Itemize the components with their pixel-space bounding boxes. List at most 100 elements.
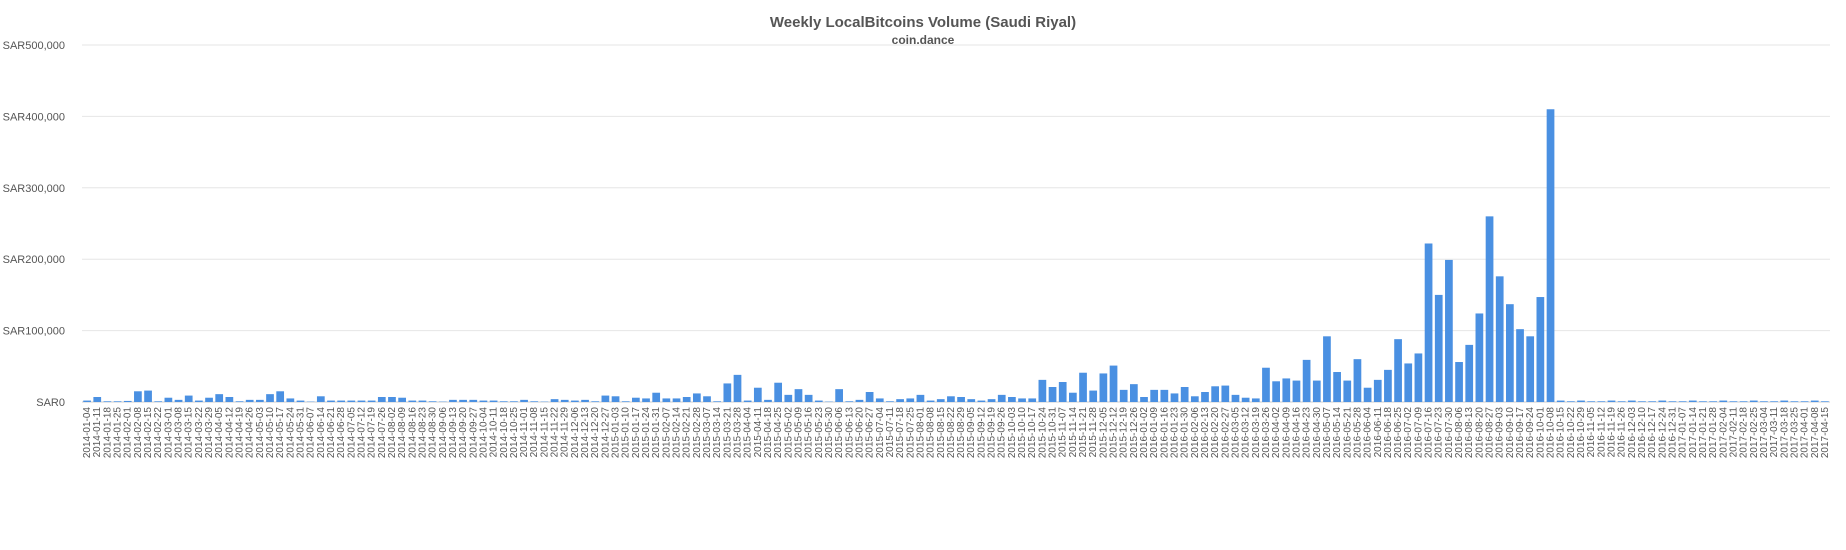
bar[interactable] xyxy=(134,391,142,402)
bar[interactable] xyxy=(469,399,478,402)
bar[interactable] xyxy=(428,401,437,402)
bar[interactable] xyxy=(164,397,173,402)
bar[interactable] xyxy=(1445,259,1453,402)
bar[interactable] xyxy=(205,397,213,402)
bar[interactable] xyxy=(174,399,183,402)
bar[interactable] xyxy=(408,400,417,402)
bar[interactable] xyxy=(1129,384,1138,402)
bar[interactable] xyxy=(1760,401,1768,402)
bar[interactable] xyxy=(560,399,569,402)
bar[interactable] xyxy=(906,398,915,402)
bar[interactable] xyxy=(794,389,803,402)
bar[interactable] xyxy=(1516,329,1524,402)
bar[interactable] xyxy=(1302,359,1311,402)
bar[interactable] xyxy=(591,401,600,402)
bar[interactable] xyxy=(865,392,874,402)
bar[interactable] xyxy=(499,401,508,402)
bar[interactable] xyxy=(1099,373,1108,402)
bar[interactable] xyxy=(530,401,539,402)
bar[interactable] xyxy=(1221,385,1230,402)
bar[interactable] xyxy=(1546,109,1555,402)
bar[interactable] xyxy=(144,390,152,402)
bar[interactable] xyxy=(418,400,427,402)
bar[interactable] xyxy=(926,400,935,402)
bar[interactable] xyxy=(886,401,894,402)
bar[interactable] xyxy=(1617,401,1626,402)
bar[interactable] xyxy=(611,396,620,402)
bar[interactable] xyxy=(1465,344,1474,402)
bar[interactable] xyxy=(1648,401,1657,402)
bar[interactable] xyxy=(1495,276,1504,402)
bar[interactable] xyxy=(1018,398,1026,402)
bar[interactable] xyxy=(1709,401,1717,402)
bar[interactable] xyxy=(316,396,325,402)
bar[interactable] xyxy=(123,400,132,402)
bar[interactable] xyxy=(1323,336,1331,402)
bar[interactable] xyxy=(753,387,762,402)
bar[interactable] xyxy=(682,397,691,402)
bar[interactable] xyxy=(804,394,813,402)
bar[interactable] xyxy=(1455,362,1463,402)
bar[interactable] xyxy=(1719,400,1728,402)
bar[interactable] xyxy=(1048,387,1057,402)
bar[interactable] xyxy=(723,383,732,402)
bar[interactable] xyxy=(1353,359,1362,402)
bar[interactable] xyxy=(845,401,854,402)
bar[interactable] xyxy=(1749,400,1758,402)
bar[interactable] xyxy=(1201,392,1209,402)
bar[interactable] xyxy=(1333,372,1341,402)
bar[interactable] xyxy=(1790,401,1799,402)
bar[interactable] xyxy=(642,398,650,402)
bar[interactable] xyxy=(225,397,234,402)
bar[interactable] xyxy=(1434,294,1443,402)
bar[interactable] xyxy=(510,401,518,402)
bar[interactable] xyxy=(1089,390,1098,402)
bar[interactable] xyxy=(1699,401,1707,402)
bar[interactable] xyxy=(1506,304,1514,402)
bar[interactable] xyxy=(967,399,976,402)
bar[interactable] xyxy=(1038,379,1047,402)
bar[interactable] xyxy=(1424,243,1433,402)
bar[interactable] xyxy=(1587,401,1596,402)
bar[interactable] xyxy=(1292,380,1301,402)
bar[interactable] xyxy=(896,399,904,402)
bar[interactable] xyxy=(814,400,823,402)
bar[interactable] xyxy=(184,395,193,402)
bar[interactable] xyxy=(1627,400,1636,402)
bar[interactable] xyxy=(1800,401,1809,402)
bar[interactable] xyxy=(1109,365,1118,402)
bar[interactable] xyxy=(1414,353,1423,402)
bar[interactable] xyxy=(835,389,843,402)
bar[interactable] xyxy=(1373,379,1382,402)
bar[interactable] xyxy=(875,398,884,402)
bar[interactable] xyxy=(1140,397,1148,402)
bar[interactable] xyxy=(1058,382,1067,402)
bar[interactable] xyxy=(103,401,112,402)
bar[interactable] xyxy=(1119,389,1128,402)
bar[interactable] xyxy=(377,397,386,402)
bar[interactable] xyxy=(154,401,163,402)
bar[interactable] xyxy=(550,399,559,402)
bar[interactable] xyxy=(1008,397,1016,402)
bar[interactable] xyxy=(1566,401,1575,402)
bar[interactable] xyxy=(672,398,681,402)
bar[interactable] xyxy=(1160,389,1169,402)
bar[interactable] xyxy=(652,392,661,402)
bar[interactable] xyxy=(1170,393,1179,402)
bar[interactable] xyxy=(855,399,864,402)
bar[interactable] xyxy=(987,399,996,402)
bar[interactable] xyxy=(255,399,264,402)
bar[interactable] xyxy=(936,399,945,402)
bar[interactable] xyxy=(1556,400,1565,402)
bar[interactable] xyxy=(113,401,122,402)
bar[interactable] xyxy=(1729,401,1738,402)
bar[interactable] xyxy=(1028,398,1037,402)
bar[interactable] xyxy=(784,394,793,402)
bar[interactable] xyxy=(347,400,356,402)
bar[interactable] xyxy=(1404,363,1413,402)
bar[interactable] xyxy=(1739,401,1748,402)
bar[interactable] xyxy=(957,397,965,402)
bar[interactable] xyxy=(367,400,376,402)
bar[interactable] xyxy=(276,391,285,402)
bar[interactable] xyxy=(449,399,457,402)
